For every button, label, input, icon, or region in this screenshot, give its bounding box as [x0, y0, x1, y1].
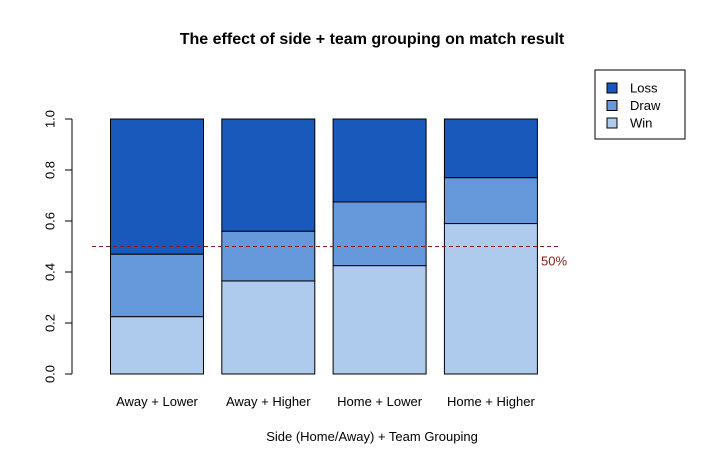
x-tick-label: Home + Higher	[447, 394, 535, 409]
y-tick-label: 0.6	[43, 212, 58, 230]
bar-segment-loss-home-higher	[443, 118, 538, 179]
chart-title: The effect of side + team grouping on ma…	[180, 31, 565, 48]
x-tick-label: Away + Lower	[116, 394, 198, 409]
bar-segment-win-away-higher	[221, 280, 316, 375]
bar-segment-loss-home-lower	[332, 118, 427, 203]
legend-label-loss: Loss	[630, 81, 658, 96]
legend-swatch-win	[606, 117, 618, 129]
y-tick-label: 0.0	[43, 365, 58, 383]
y-axis: 0.0 0.2 0.4 0.6 0.8 1.0	[43, 110, 73, 383]
y-tick-label: 0.2	[43, 314, 58, 332]
bar-segment-loss-away-higher	[221, 118, 316, 232]
y-tick-label: 1.0	[43, 110, 58, 128]
legend-swatch-loss	[606, 82, 618, 94]
legend-label-win: Win	[630, 116, 652, 131]
legend-label-draw: Draw	[630, 98, 661, 113]
reference-line-group: 50%	[92, 246, 567, 269]
bar-segment-draw-away-lower	[110, 253, 204, 318]
legend-swatch-draw	[606, 100, 618, 111]
x-tick-label: Home + Lower	[337, 394, 423, 409]
x-tick-label: Away + Higher	[226, 394, 311, 409]
bars	[110, 118, 538, 375]
legend: Loss Draw Win	[594, 69, 686, 140]
bar-segment-win-home-lower	[332, 265, 427, 375]
reference-line-label: 50%	[541, 254, 567, 269]
y-tick-label: 0.4	[43, 263, 58, 281]
bar-segment-win-away-lower	[110, 316, 204, 375]
bar-segment-draw-home-higher	[443, 177, 538, 225]
bar-segment-draw-home-lower	[332, 201, 427, 267]
x-axis-label: Side (Home/Away) + Team Grouping	[266, 429, 478, 444]
bar-segment-loss-away-lower	[110, 118, 204, 255]
bar-segment-draw-away-higher	[221, 230, 316, 282]
y-tick-label: 0.8	[43, 161, 58, 179]
x-axis-ticks: Away + Lower Away + Higher Home + Lower Hom…	[116, 394, 535, 409]
bar-segment-win-home-higher	[443, 223, 538, 375]
